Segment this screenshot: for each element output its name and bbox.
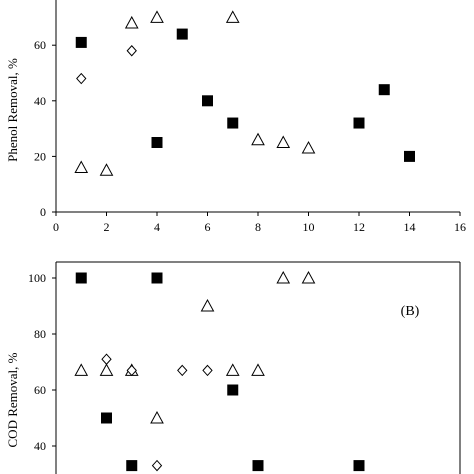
panel-b-square-point <box>101 412 112 424</box>
panel-a-y-ticks: 0 20 40 60 <box>34 38 56 219</box>
panel-a-x-tick-label: 8 <box>255 220 261 234</box>
panel-b-square-point <box>252 460 264 472</box>
panel-b-diamond-point <box>101 353 112 365</box>
panel-a-y-tick-label: 40 <box>34 94 46 108</box>
panel-b-y-tick-label: 100 <box>28 271 46 285</box>
panel-b-triangle-point <box>251 363 265 376</box>
panel-a-square-point <box>378 84 390 96</box>
panel-b-square-point <box>75 272 87 284</box>
panel-b-y-tick-label: 80 <box>34 327 46 341</box>
panel-a-square-point <box>404 150 415 162</box>
panel-b-y-ticks: 40 60 80 100 <box>28 271 56 453</box>
panel-b-triangle-point <box>301 270 316 284</box>
panel-b-triangle-point <box>200 298 215 312</box>
panel-b-label: (B) <box>401 304 420 319</box>
panel-a-square-point <box>353 117 365 129</box>
panel-a-x-tick-label: 16 <box>454 220 466 234</box>
panel-a-square-point <box>227 117 239 129</box>
panel-a-x-tick-label: 4 <box>154 220 160 234</box>
panel-a-diamond-point <box>76 72 87 85</box>
panel-a-diamond-point <box>126 45 137 57</box>
panel-a-x-tick-label: 6 <box>205 220 211 234</box>
panel-a-triangle-point <box>99 163 114 176</box>
panel-a-y-axis-title: Phenol Removal, % <box>5 58 20 162</box>
panel-b-square-point <box>126 460 138 472</box>
panel-a-y-tick-label: 0 <box>40 205 46 219</box>
panel-a-triangle-point <box>251 132 265 146</box>
panel-b-square-point <box>353 460 365 472</box>
panel-a-triangle-point <box>124 15 139 29</box>
panel-a-x-tick-label: 0 <box>53 220 59 234</box>
panel-a-triangle-point <box>276 135 291 148</box>
panel-a-square-point <box>151 137 163 148</box>
panel-b-y-axis-title: COD Removal, % <box>5 352 20 447</box>
panel-b-y-tick-label: 40 <box>34 439 46 453</box>
panel-a-x-ticks: 0 2 4 6 8 10 12 14 16 <box>53 212 466 234</box>
panel-a-triangle-point <box>74 160 89 174</box>
panel-b-points <box>74 270 365 472</box>
panel-b: COD Removal, % (B) 40 60 80 100 <box>5 261 461 474</box>
panel-b-diamond-point <box>202 364 213 377</box>
panel-a-x-tick-label: 14 <box>404 220 416 234</box>
panel-a-triangle-point <box>225 10 240 23</box>
panel-a: Phenol Removal, % 0 20 40 60 0 2 4 6 8 10 12 14 16 <box>5 0 466 234</box>
panel-a-x-tick-label: 2 <box>104 220 110 234</box>
panel-a-square-point <box>202 95 213 107</box>
panel-b-square-point <box>227 384 239 396</box>
panel-a-x-tick-label: 10 <box>303 220 315 234</box>
panel-b-diamond-point <box>177 364 188 377</box>
panel-b-triangle-point <box>99 363 114 376</box>
panel-a-y-tick-label: 20 <box>34 149 46 163</box>
panel-b-y-tick-label: 60 <box>34 383 46 397</box>
panel-b-diamond-point <box>151 459 163 472</box>
panel-b-triangle-point <box>225 363 240 376</box>
panel-a-triangle-point <box>150 10 164 23</box>
panel-a-points <box>74 10 415 176</box>
panel-b-diamond-point <box>126 364 137 377</box>
panel-b-triangle-point <box>276 270 291 284</box>
panel-b-triangle-point <box>74 363 89 376</box>
panel-a-square-point <box>75 36 87 48</box>
panel-a-y-tick-label: 60 <box>34 38 46 52</box>
panel-b-triangle-point <box>150 410 164 424</box>
panel-a-x-tick-label: 12 <box>353 220 365 234</box>
panel-b-square-point <box>151 272 163 284</box>
panel-a-triangle-point <box>301 141 316 154</box>
panel-a-square-point <box>176 28 188 40</box>
